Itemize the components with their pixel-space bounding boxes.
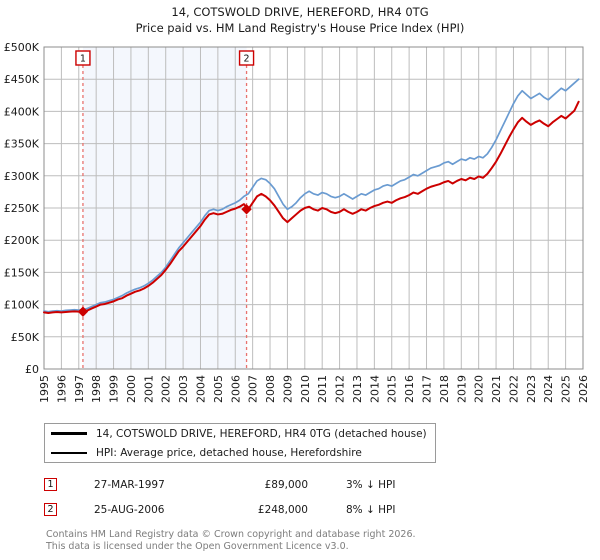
x-axis-tick-label: 2018 [438,375,451,403]
sale-marker-number-2: 2 [244,54,250,65]
x-axis-tick-label: 2021 [490,375,503,403]
x-axis-tick-label: 2010 [299,375,312,403]
page-title: 14, COTSWOLD DRIVE, HEREFORD, HR4 0TG Pr… [0,4,600,36]
copyright-footer: Contains HM Land Registry data © Crown c… [46,529,576,552]
sale-price-1: £89,000 [264,478,308,491]
title-line-2: Price paid vs. HM Land Registry's House … [135,21,465,35]
legend-swatch-property [51,432,87,435]
footer-line-2: This data is licensed under the Open Gov… [46,540,349,552]
sale-hpi-delta-1: 3% ↓ HPI [346,478,396,491]
table-row: 2 25-AUG-2006 £248,000 8% ↓ HPI [44,497,464,522]
x-axis-tick-label: 2022 [507,375,520,403]
x-axis-tick-label: 2026 [577,375,590,403]
x-axis-tick-label: 2009 [281,375,294,403]
x-axis-tick-label: 2004 [194,375,207,403]
sale-point-marker-1[interactable] [77,306,89,317]
y-axis-tick-label: £150K [4,266,40,279]
sale-marker-box-1[interactable] [75,50,91,66]
sale-date-2: 25-AUG-2006 [94,503,165,516]
x-axis-tick-label: 1999 [108,375,121,403]
series-line-hpi [43,78,580,313]
legend-label-hpi: HPI: Average price, detached house, Here… [96,446,362,459]
x-axis-tick-label: 1996 [55,375,68,403]
price-history-chart: £0 £50K £100K £150K £200K £250K £300K £350K £400… [4,41,590,403]
x-axis-tick-label: 2025 [560,375,573,403]
x-axis-tick-label: 2011 [316,375,329,403]
y-axis-tick-label: £100K [4,299,40,312]
x-axis-tick-label: 2007 [247,375,260,403]
table-row: 1 27-MAR-1997 £89,000 3% ↓ HPI [44,472,464,497]
y-axis-tick-label: £350K [4,138,40,151]
sale-date-1: 27-MAR-1997 [94,478,165,491]
x-axis-tick-label: 2015 [386,375,399,403]
x-axis-tick-label: 2013 [351,375,364,403]
x-axis-tick-label: 2016 [403,375,416,403]
series-line-property [43,100,580,314]
title-line-1: 14, COTSWOLD DRIVE, HEREFORD, HR4 0TG [171,5,429,19]
x-axis-tick-label: 2012 [334,375,347,403]
sale-price-2: £248,000 [257,503,308,516]
x-axis-tick-label: 2001 [142,375,155,403]
y-axis-tick-label: £0 [25,363,39,376]
x-axis-tick-label: 1997 [73,375,86,403]
y-axis-tick-label: £400K [4,105,40,118]
chart-legend: 14, COTSWOLD DRIVE, HEREFORD, HR4 0TG (d… [44,423,436,463]
y-axis-tick-label: £450K [4,73,40,86]
x-axis-tick-label: 1995 [38,375,51,403]
legend-label-property: 14, COTSWOLD DRIVE, HEREFORD, HR4 0TG (d… [96,427,427,440]
x-axis-tick-label: 2005 [212,375,225,403]
sale-hpi-delta-2: 8% ↓ HPI [346,503,396,516]
y-axis-tick-label: £200K [4,234,40,247]
x-axis-tick-label: 2003 [177,375,190,403]
legend-swatch-hpi [51,451,87,454]
sale-index-badge-1: 1 [44,478,57,491]
sale-marker-box-2[interactable] [238,50,255,66]
plot-border [43,46,584,370]
x-axis-tick-label: 1998 [90,375,103,403]
y-axis-tick-label: £250K [4,202,40,215]
x-axis-tick-label: 2006 [229,375,242,403]
sales-table: 1 27-MAR-1997 £89,000 3% ↓ HPI 2 25-AUG-… [44,472,464,522]
footer-line-1: Contains HM Land Registry data © Crown c… [46,529,416,540]
x-axis-tick-label: 2024 [542,375,555,403]
y-axis-tick-label: £500K [4,41,40,54]
legend-item-property: 14, COTSWOLD DRIVE, HEREFORD, HR4 0TG (d… [45,424,435,443]
sale-index-badge-2: 2 [44,503,57,516]
sale-point-marker-2[interactable] [241,204,252,215]
x-axis-tick-label: 2014 [368,375,381,403]
legend-item-hpi: HPI: Average price, detached house, Here… [45,443,435,462]
x-axis-tick-label: 2020 [473,375,486,403]
x-axis-tick-label: 2008 [264,375,277,403]
x-axis-tick-label: 2019 [455,375,468,403]
x-axis-tick-label: 2002 [160,375,173,403]
y-axis-tick-label: £50K [11,331,40,344]
sale-marker-number-1: 1 [80,54,86,65]
x-axis-tick-label: 2023 [525,375,538,403]
y-axis-tick-label: £300K [4,170,40,183]
x-axis-tick-label: 2000 [125,375,138,403]
x-axis-tick-label: 2017 [421,375,434,403]
